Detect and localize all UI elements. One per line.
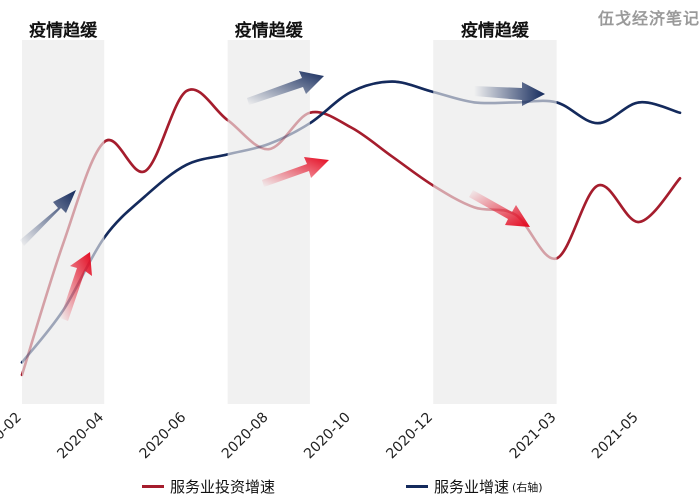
x-tick-label-1: 2020-02	[0, 410, 25, 463]
x-tick-label-2: 2020-04	[54, 409, 107, 462]
trend-arrow-growth-2	[247, 71, 324, 105]
x-tick-label-5: 2020-10	[301, 410, 354, 463]
legend-swatch-investment	[142, 485, 164, 488]
trend-arrow-growth-1	[20, 190, 76, 246]
shaded-region-3	[433, 40, 557, 404]
trend-arrows	[20, 71, 545, 321]
legend-item-investment: 服务业投资增速	[142, 476, 275, 497]
x-tick-label-8: 2021-05	[589, 410, 642, 463]
series-line-growth	[20, 80, 682, 364]
shaded-region-label-2: 疫情趋缓	[235, 20, 304, 41]
x-tick-label-7: 2021-03	[507, 410, 560, 463]
legend-swatch-growth	[406, 485, 428, 488]
shaded-region-1	[22, 40, 105, 404]
series-line-investment	[20, 88, 682, 377]
trend-arrow-investment-1	[60, 252, 92, 321]
shaded-region-label-1: 疫情趋缓	[29, 20, 98, 41]
trend-arrow-investment-3	[469, 190, 530, 227]
chart-legend: 服务业投资增速 服务业增速 (右轴)	[0, 476, 700, 496]
trend-arrow-growth-3	[474, 82, 545, 106]
legend-label-investment: 服务业投资增速	[170, 478, 276, 496]
shaded-region-2	[227, 40, 310, 404]
trend-arrow-investment-2	[262, 157, 329, 187]
x-tick-label-6: 2020-12	[383, 410, 436, 463]
legend-note-right-axis: (右轴)	[512, 480, 543, 494]
legend-label-growth: 服务业增速	[434, 478, 510, 496]
series-line-growth-faded	[20, 80, 682, 364]
x-tick-label-4: 2020-08	[219, 410, 272, 463]
series-line-investment-faded	[20, 88, 682, 377]
legend-item-growth: 服务业增速 (右轴)	[406, 476, 543, 497]
watermark: 伍戈经济笔记	[597, 9, 700, 28]
x-tick-label-3: 2020-06	[137, 409, 190, 462]
shaded-region-label-3: 疫情趋缓	[461, 20, 530, 41]
